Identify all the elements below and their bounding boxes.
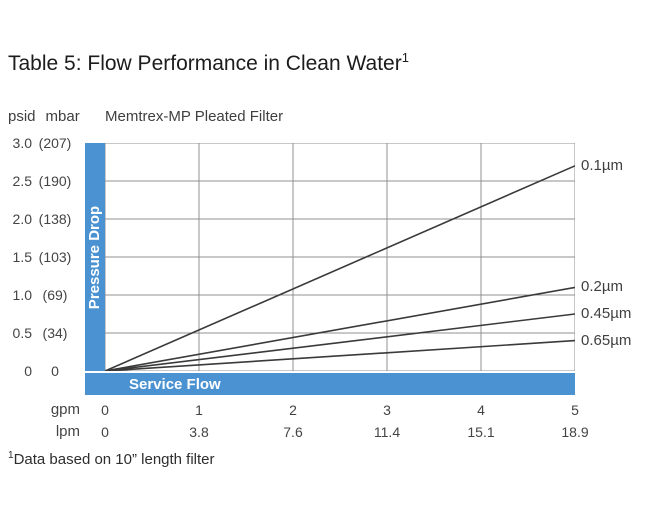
plot-svg xyxy=(104,142,576,372)
lpm-tick-row: lpm 0 3.8 7.6 11.4 15.1 18.9 xyxy=(0,423,650,441)
footnote-superscript: 1 xyxy=(8,450,14,461)
page-title: Table 5: Flow Performance in Clean Water… xyxy=(8,45,409,77)
y-tick-row: 1.5 (103) xyxy=(0,249,80,265)
y-tick-psid: 2.0 xyxy=(12,211,32,227)
gpm-tick-2: 2 xyxy=(289,402,297,418)
y-tick-psid: 1.5 xyxy=(12,249,32,265)
y-tick-mbar: 0 xyxy=(51,363,59,379)
series-line-1 xyxy=(104,286,576,372)
gpm-tick-row: gpm 0 1 2 3 4 5 xyxy=(0,401,650,419)
gpm-tick-0: 0 xyxy=(101,402,109,418)
y-tick-row: 2.5 (190) xyxy=(0,173,80,189)
y-tick-row: 3.0 (207) xyxy=(0,135,80,151)
service-flow-bar: Service Flow xyxy=(85,373,575,395)
plot-area xyxy=(104,142,576,372)
series-line-2 xyxy=(104,313,576,372)
lpm-tick-3: 11.4 xyxy=(373,424,401,440)
y-tick-mbar: (69) xyxy=(42,287,68,303)
y-tick-psid: 1.0 xyxy=(12,287,32,303)
y-tick-psid: 0 xyxy=(24,363,32,379)
series-label-1: 0.2µm xyxy=(581,278,623,296)
lpm-tick-1: 3.8 xyxy=(189,424,209,440)
chart-title: Memtrex-MP Pleated Filter xyxy=(105,108,284,125)
lpm-unit-label: lpm xyxy=(55,423,80,440)
lpm-tick-4: 15.1 xyxy=(467,424,495,440)
y-tick-mbar: (138) xyxy=(38,211,72,227)
lpm-tick-0: 0 xyxy=(101,424,109,440)
series-line-3 xyxy=(104,339,576,372)
y-tick-psid: 3.0 xyxy=(12,135,32,151)
y-axis-units: psid mbar xyxy=(8,108,80,126)
series-line-0 xyxy=(104,165,576,372)
gpm-tick-5: 5 xyxy=(571,402,579,418)
y-tick-mbar: (207) xyxy=(38,135,72,151)
series-labels-legend: 0.1µm 0.2µm 0.45µm 0.65µm xyxy=(581,143,647,371)
gpm-tick-3: 3 xyxy=(383,402,391,418)
mbar-unit-label: mbar xyxy=(45,108,80,125)
footnote-text: Data based on 10” length filter xyxy=(13,451,215,468)
gpm-tick-1: 1 xyxy=(195,402,203,418)
pressure-drop-label: Pressure Drop xyxy=(86,205,104,309)
page-title-text: Table 5: Flow Performance in Clean Water xyxy=(8,52,402,75)
gpm-unit-label: gpm xyxy=(50,401,80,418)
lpm-tick-2: 7.6 xyxy=(283,424,303,440)
series-label-2: 0.45µm xyxy=(581,305,632,322)
y-tick-row: 2.0 (138) xyxy=(0,211,80,227)
series-label-0: 0.1µm xyxy=(581,156,623,174)
y-tick-mbar: (103) xyxy=(38,249,72,265)
psid-unit-label: psid xyxy=(8,108,36,125)
footnote: 1Data based on 10” length filter xyxy=(8,447,215,469)
series-label-3: 0.65µm xyxy=(581,331,632,349)
y-tick-row: 0 0 xyxy=(0,363,80,379)
page-title-superscript: 1 xyxy=(401,50,409,65)
lpm-tick-5: 18.9 xyxy=(561,424,589,440)
y-tick-row: 1.0 (69) xyxy=(0,287,80,303)
y-tick-mbar: (190) xyxy=(38,173,72,189)
service-flow-label: Service Flow xyxy=(129,375,221,393)
gpm-tick-4: 4 xyxy=(477,402,485,418)
y-tick-psid: 0.5 xyxy=(12,325,32,341)
y-tick-psid: 2.5 xyxy=(12,173,32,189)
y-tick-mbar: (34) xyxy=(42,325,68,341)
y-tick-row: 0.5 (34) xyxy=(0,325,80,341)
pressure-drop-bar: Pressure Drop xyxy=(85,143,105,371)
